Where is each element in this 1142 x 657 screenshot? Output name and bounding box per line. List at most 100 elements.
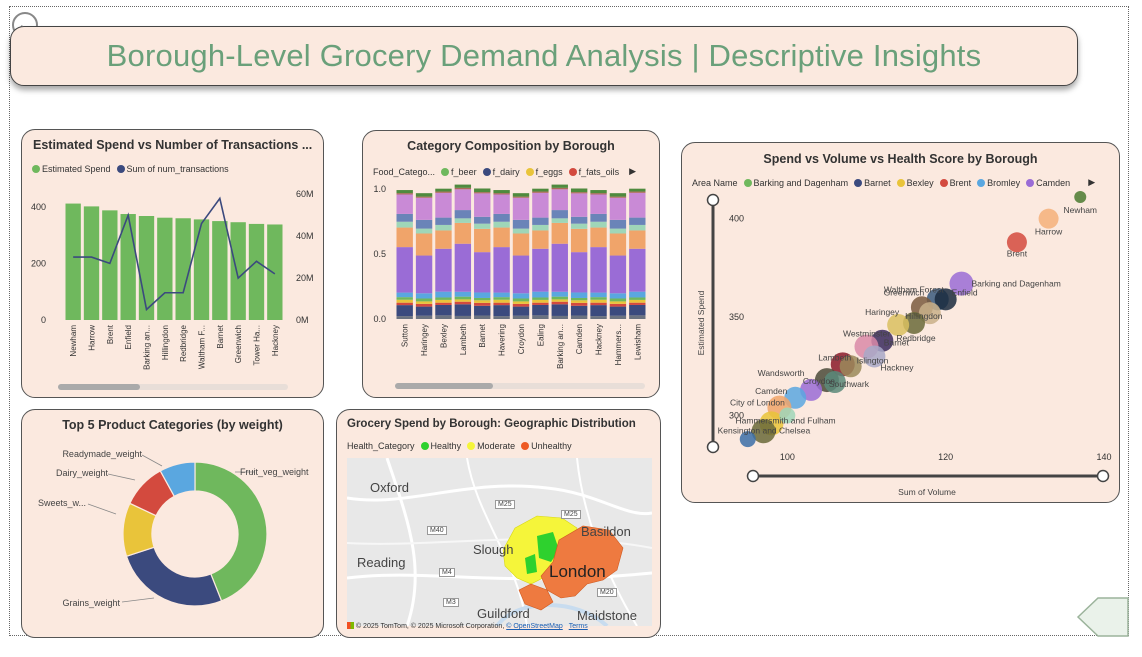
scrollbar-thumb[interactable] bbox=[395, 383, 493, 389]
stack-segment bbox=[551, 301, 568, 305]
stack-segment bbox=[474, 188, 491, 193]
legend-item[interactable]: Sum of num_transactions bbox=[116, 164, 229, 174]
scrollbar-thumb[interactable] bbox=[58, 384, 140, 390]
y-range-slider-handle bbox=[706, 440, 720, 454]
bar bbox=[102, 210, 118, 320]
legend-marker bbox=[482, 167, 491, 176]
x-range-slider-handle bbox=[1096, 469, 1110, 483]
legend-marker bbox=[521, 442, 530, 450]
stack-segment bbox=[396, 193, 413, 195]
bar bbox=[267, 224, 283, 320]
scatter-point-label: Brent bbox=[1007, 248, 1028, 258]
stack-segment bbox=[415, 301, 433, 304]
y-axis-title: Estimated Spend bbox=[696, 290, 706, 355]
map-canvas[interactable]: Oxford Reading Slough Basildon London Gu… bbox=[347, 458, 652, 626]
y-axis-tick-label: 400 bbox=[31, 202, 46, 212]
legend-item[interactable]: Moderate bbox=[467, 441, 515, 451]
legend-item[interactable]: Brent bbox=[939, 178, 971, 188]
stack-segment bbox=[551, 296, 568, 300]
stack-segment bbox=[532, 299, 549, 303]
donut-slice bbox=[159, 461, 196, 498]
stacked-chart-card[interactable]: Category Composition by Borough Food_Cat… bbox=[362, 130, 660, 398]
legend-marker bbox=[525, 167, 534, 176]
stack-segment bbox=[493, 316, 510, 319]
scatter-point-label: Newham bbox=[1063, 205, 1097, 215]
openstreetmap-link[interactable]: © OpenStreetMap bbox=[506, 623, 563, 630]
stack-segment bbox=[609, 193, 627, 197]
stack-segment bbox=[551, 304, 568, 316]
y-axis-tick-label: 300 bbox=[729, 411, 744, 421]
legend-item[interactable]: Bromley bbox=[977, 178, 1020, 188]
legend-marker bbox=[854, 178, 863, 187]
y-range-slider-handle bbox=[706, 193, 720, 207]
legend-item[interactable]: f_eggs bbox=[525, 167, 563, 177]
legend-item[interactable]: f_beer bbox=[441, 167, 477, 177]
stack-segment bbox=[532, 304, 549, 316]
legend-marker bbox=[896, 178, 905, 187]
microsoft-logo-icon bbox=[347, 622, 354, 629]
stack-segment bbox=[493, 227, 510, 248]
stack-segment bbox=[474, 292, 491, 298]
stack-segment bbox=[512, 193, 530, 197]
donut-slice bbox=[125, 546, 223, 607]
legend-item[interactable]: f_dairy bbox=[482, 167, 520, 177]
legend-item[interactable]: Healthy bbox=[420, 441, 461, 451]
stack-segment bbox=[609, 228, 627, 234]
stack-segment bbox=[551, 210, 568, 219]
scatter-point-label: Islington bbox=[857, 355, 889, 365]
stack-segment bbox=[590, 247, 607, 293]
x-axis-tick-label: Lewisham bbox=[633, 324, 642, 360]
donut-slice-label: Fruit_veg_weight bbox=[240, 467, 309, 477]
legend-marker bbox=[420, 442, 429, 450]
legend-item[interactable]: Unhealthy bbox=[521, 441, 572, 451]
stack-segment bbox=[474, 305, 491, 316]
legend-item[interactable]: Estimated Spend bbox=[32, 164, 111, 174]
legend-item[interactable]: Bexley bbox=[896, 178, 934, 188]
scatter-point bbox=[1074, 191, 1087, 204]
legend-marker bbox=[977, 178, 986, 187]
scatter-chart-card[interactable]: Spend vs Volume vs Health Score by Borou… bbox=[681, 142, 1120, 503]
legend-item[interactable]: Barking and Dagenham bbox=[743, 178, 848, 188]
stack-segment bbox=[551, 187, 568, 190]
stack-segment bbox=[609, 219, 627, 229]
map-chart-card[interactable]: Grocery Spend by Borough: Geographic Dis… bbox=[336, 409, 661, 638]
map-base-layer bbox=[347, 458, 652, 626]
stack-segment bbox=[415, 298, 433, 302]
bar bbox=[248, 223, 265, 320]
stack-segment bbox=[629, 302, 646, 305]
stack-segment bbox=[532, 297, 549, 300]
stack-segment bbox=[493, 221, 510, 228]
stack-segment bbox=[590, 194, 607, 214]
legend-next-icon[interactable]: ▶ bbox=[629, 166, 637, 176]
bar bbox=[230, 222, 246, 320]
y-axis-tick-label: 1.0 bbox=[373, 184, 386, 194]
scatter-point-label: Westminster bbox=[843, 329, 890, 339]
donut-chart-card[interactable]: Top 5 Product Categories (by weight) Fru… bbox=[21, 409, 324, 638]
legend-item[interactable]: Camden bbox=[1026, 178, 1070, 188]
terms-link[interactable]: Terms bbox=[568, 623, 588, 630]
donut-slice-label: Dairy_weight bbox=[56, 468, 109, 478]
stack-segment bbox=[570, 193, 588, 217]
legend-header: Area Name bbox=[692, 177, 738, 188]
bar-line-chart-scrollbar[interactable] bbox=[58, 384, 288, 390]
legend-marker bbox=[116, 165, 125, 173]
stack-segment bbox=[474, 228, 491, 253]
stack-segment bbox=[570, 228, 588, 253]
stack-segment bbox=[551, 299, 568, 302]
stack-segment bbox=[629, 299, 646, 303]
next-page-arrow-icon[interactable] bbox=[1076, 596, 1130, 638]
stack-segment bbox=[629, 304, 646, 316]
stack-segment bbox=[570, 305, 588, 316]
legend-item[interactable]: Barnet bbox=[854, 178, 891, 188]
x-axis-tick-label: Bexley bbox=[439, 324, 448, 348]
y-axis-tick-label: 200 bbox=[31, 258, 46, 268]
stack-segment bbox=[590, 193, 607, 195]
legend-item[interactable]: f_fats_oils bbox=[568, 167, 619, 177]
bar-line-chart-card[interactable]: Estimated Spend vs Number of Transaction… bbox=[21, 129, 324, 398]
stack-segment bbox=[454, 296, 472, 300]
stack-segment bbox=[512, 303, 530, 307]
stacked-chart-scrollbar[interactable] bbox=[395, 383, 645, 389]
donut-leader-line bbox=[107, 473, 136, 481]
legend-next-icon[interactable]: ▶ bbox=[1088, 177, 1096, 187]
title-banner: Borough-Level Grocery Demand Analysis | … bbox=[10, 26, 1078, 86]
